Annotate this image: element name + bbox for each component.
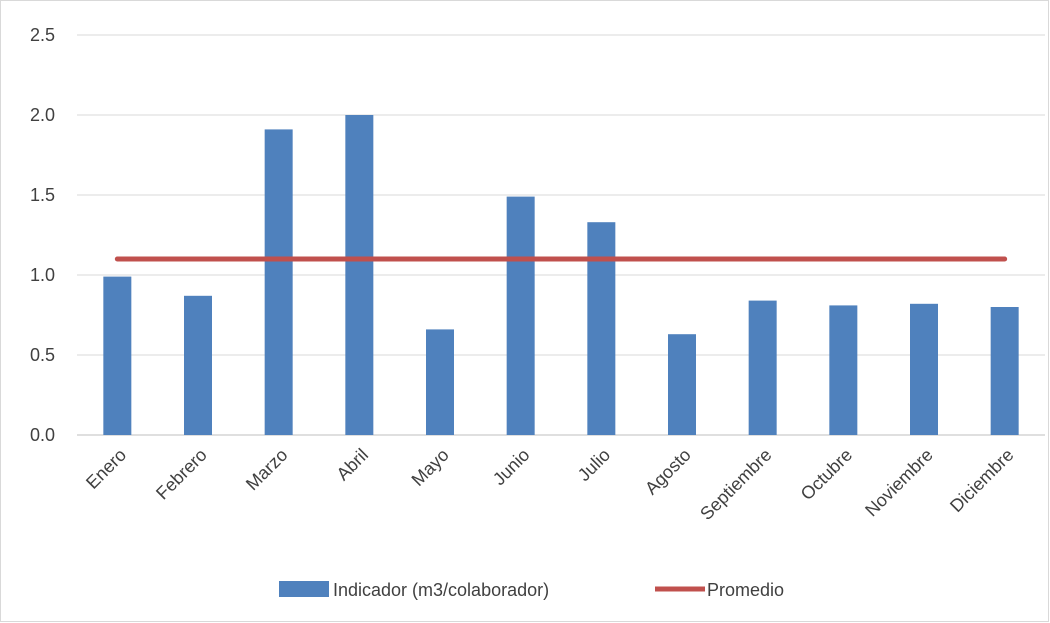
bar [506, 196, 535, 435]
x-tick-label: Diciembre [946, 445, 1017, 516]
x-tick-label: Octubre [797, 445, 856, 504]
y-tick-label: 0.0 [30, 425, 55, 445]
y-tick-label: 1.5 [30, 185, 55, 205]
bar [345, 115, 374, 435]
x-tick-label: Enero [82, 445, 130, 493]
x-tick-label: Febrero [152, 445, 211, 504]
x-tick-label: Junio [489, 445, 534, 490]
bar [668, 334, 696, 435]
y-tick-label: 2.5 [30, 25, 55, 45]
y-tick-label: 1.0 [30, 265, 55, 285]
bar [184, 295, 212, 435]
bar [748, 300, 777, 435]
bar [264, 129, 293, 435]
y-tick-label: 2.0 [30, 105, 55, 125]
bar-series [103, 115, 1019, 435]
x-tick-label: Septiembre [696, 445, 775, 524]
x-tick-label: Mayo [408, 445, 453, 490]
x-tick-label: Marzo [242, 445, 292, 495]
bar [990, 307, 1019, 435]
y-axis-ticks: 0.0 0.5 1.0 1.5 2.0 2.5 [30, 25, 55, 445]
bar [426, 329, 454, 435]
x-tick-label: Julio [574, 445, 614, 485]
bar [587, 222, 616, 435]
legend-label-indicador: Indicador (m3/colaborador) [333, 580, 549, 600]
y-tick-label: 0.5 [30, 345, 55, 365]
gridlines [77, 34, 1045, 436]
x-tick-label: Agosto [641, 445, 695, 499]
legend-swatch-indicador [279, 581, 329, 597]
bar [910, 303, 938, 435]
legend-label-promedio: Promedio [707, 580, 784, 600]
x-tick-label: Noviembre [861, 445, 937, 521]
bar [829, 305, 858, 435]
x-tick-label: Abril [333, 445, 373, 485]
x-axis-ticks: Enero Febrero Marzo Abril Mayo Junio Julio Agos… [82, 445, 1017, 524]
legend: Indicador (m3/colaborador) Promedio [279, 580, 784, 600]
bar [103, 276, 132, 435]
